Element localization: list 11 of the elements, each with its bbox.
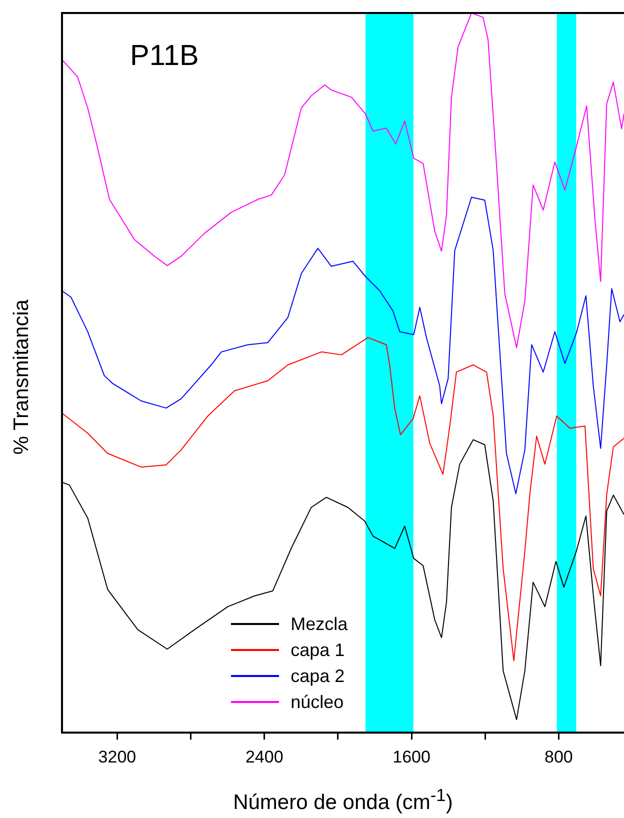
- legend-label: Mezcla: [290, 612, 348, 636]
- legend-label: núcleo: [290, 690, 344, 714]
- y-axis-title: % Transmitancia: [10, 299, 34, 455]
- x-tick-label: 2400: [245, 747, 284, 766]
- x-tick-label: 3200: [98, 747, 136, 766]
- x-tick-label: 800: [544, 747, 573, 766]
- text: P11B: [130, 40, 199, 73]
- legend-label: capa 1: [290, 638, 345, 662]
- x-axis-title: Número de onda (cm$^{-1}$): [232, 785, 454, 815]
- legend-label: capa 2: [290, 664, 345, 688]
- x-tick-label: 1600: [392, 747, 430, 766]
